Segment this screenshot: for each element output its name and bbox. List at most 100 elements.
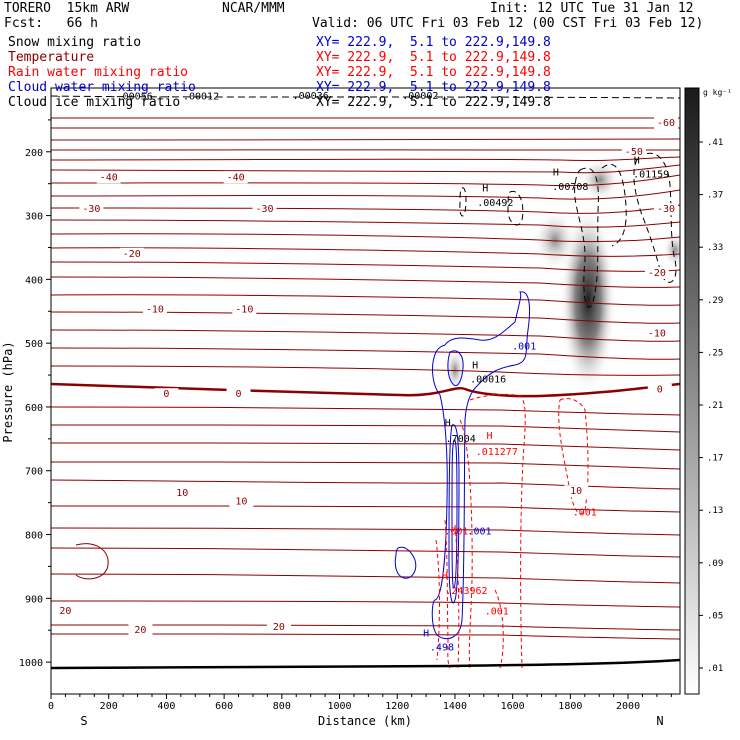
field-annotation: .001: [467, 527, 491, 538]
temperature-label: -40: [100, 172, 118, 183]
field-annotation: .498: [430, 643, 454, 654]
field-annotation: .00708: [552, 182, 588, 193]
field-annotation: .00492: [477, 198, 513, 209]
x-tick-label: 200: [100, 701, 118, 712]
field-annotation: .00036: [293, 91, 329, 102]
colorbar-tick-label: .13: [707, 506, 723, 516]
field-annotation: .001: [512, 342, 536, 353]
field-annotation: H: [472, 361, 478, 372]
field-annotation: H: [634, 155, 640, 166]
x-tick-label: 800: [273, 701, 291, 712]
isotherm: [51, 156, 680, 162]
y-tick-label: 700: [25, 467, 43, 478]
isotherm: [51, 424, 680, 433]
temperature-label-bg: [229, 495, 254, 508]
colorbar-tick-label: .01: [707, 664, 723, 674]
temperature-label: -40: [227, 172, 245, 183]
isotherm: [51, 461, 680, 470]
x-tick-label: 600: [215, 701, 233, 712]
y-tick-label: 400: [25, 275, 43, 286]
isotherm: [51, 219, 680, 228]
isotherm: [51, 261, 680, 272]
field-annotation: .7004: [446, 434, 476, 445]
temperature-label-bg: [654, 203, 678, 216]
field-annotation: H: [487, 431, 493, 442]
y-axis: 200 300 400 500 600 700 800 900 1000: [19, 119, 51, 669]
temperature-label-bg: [644, 327, 669, 340]
temperature-label: 0: [657, 385, 663, 396]
temperature-label-bg: [226, 388, 251, 401]
field-annotation: .01159: [633, 169, 669, 180]
temperature-label-bg: [644, 266, 669, 279]
isotherm: [51, 633, 680, 640]
isotherm: [51, 624, 680, 631]
temperature-label: -10: [648, 329, 666, 340]
colorbar-unit: g kg⁻¹: [703, 88, 732, 97]
temperature-label-bg: [142, 303, 167, 316]
temperature-label-bg: [79, 203, 104, 216]
isotherm: [51, 138, 680, 141]
cloud-water-contour: [448, 424, 460, 604]
isotherm: [51, 547, 680, 558]
colorbar: g kg⁻¹ .41 .37 .33 .29 .25 .21 .17 .13 .09 .05 .01: [684, 87, 732, 695]
snow-contours: [51, 95, 680, 99]
temperature-label-bg: [53, 605, 78, 618]
isotherm: [51, 294, 680, 306]
y-tick-label: 1000: [19, 658, 43, 669]
legend-xy-cloud-water: XY= 222.9, 5.1 to 222.9,149.8: [316, 80, 551, 95]
isotherm: [51, 204, 680, 214]
legend-xy-temperature: XY= 222.9, 5.1 to 222.9,149.8: [316, 50, 551, 65]
temperature-label: -20: [123, 249, 141, 260]
temperature-label: 20: [273, 622, 285, 633]
rain-contour: [558, 397, 589, 515]
temperature-label: 10: [570, 486, 582, 497]
colorbar-tick-label: .09: [707, 559, 723, 569]
y-tick-label: 900: [25, 594, 43, 605]
cloud-water-contour: [394, 546, 417, 579]
isotherm: [51, 365, 680, 376]
ice-contour: [601, 163, 627, 247]
isotherm: [51, 276, 680, 288]
temperature-label: 0: [163, 389, 169, 400]
isotherm: [51, 347, 680, 360]
temperature-label-bg: [647, 383, 672, 396]
isotherm: [51, 600, 680, 608]
isotherm: [51, 573, 680, 584]
init-time: Init: 12 UTC Tue 31 Jan 12: [490, 1, 694, 16]
plot-frame: [50, 87, 681, 695]
isotherm: [51, 479, 680, 490]
isotherm: [51, 505, 680, 513]
x-tick-label: 400: [157, 701, 175, 712]
model-name: TORERO 15km ARW: [4, 1, 130, 16]
temperature-label-bg: [119, 247, 144, 260]
x-tick-label: 0: [48, 701, 54, 712]
temperature-label-bg: [232, 303, 257, 316]
cloud-water-contours: [394, 291, 531, 640]
ice-contour: [574, 167, 599, 308]
temperature-label-bg: [654, 117, 678, 130]
colorbar-tick-label: .41: [707, 138, 723, 148]
colorbar-tick-label: .37: [707, 191, 723, 201]
isotherm: [51, 247, 680, 257]
legend-name-cloud-water: Cloud water mixing ratio: [8, 80, 196, 95]
isotherm: [75, 543, 109, 580]
rain-contour: [435, 539, 440, 661]
colorbar-tick-label: .29: [707, 296, 723, 306]
legend-name-snow: Snow mixing ratio: [8, 35, 142, 50]
temperature-label-bg: [621, 145, 646, 158]
cloud-ice-contours: [459, 152, 677, 308]
north-end-label: N: [656, 714, 663, 728]
temperature-label-bg: [564, 485, 589, 498]
temperature-label: -60: [657, 118, 675, 129]
x-axis-label: Distance (km): [318, 714, 412, 728]
isotherm: [51, 233, 680, 243]
field-annotation: H: [442, 571, 448, 582]
y-tick-label: 200: [25, 148, 43, 159]
field-annotation: .011277: [476, 447, 518, 458]
y-tick-label: 600: [25, 403, 43, 414]
x-tick-label: 1800: [558, 701, 582, 712]
snow-upper-right: [663, 232, 680, 268]
colorbar-tick-label: .05: [707, 611, 723, 621]
temperature-labels: -60 -50 -40 -40 -30 -30 -30 -20 -20 -10 -10 -10 0 0 0 1…: [53, 117, 678, 637]
